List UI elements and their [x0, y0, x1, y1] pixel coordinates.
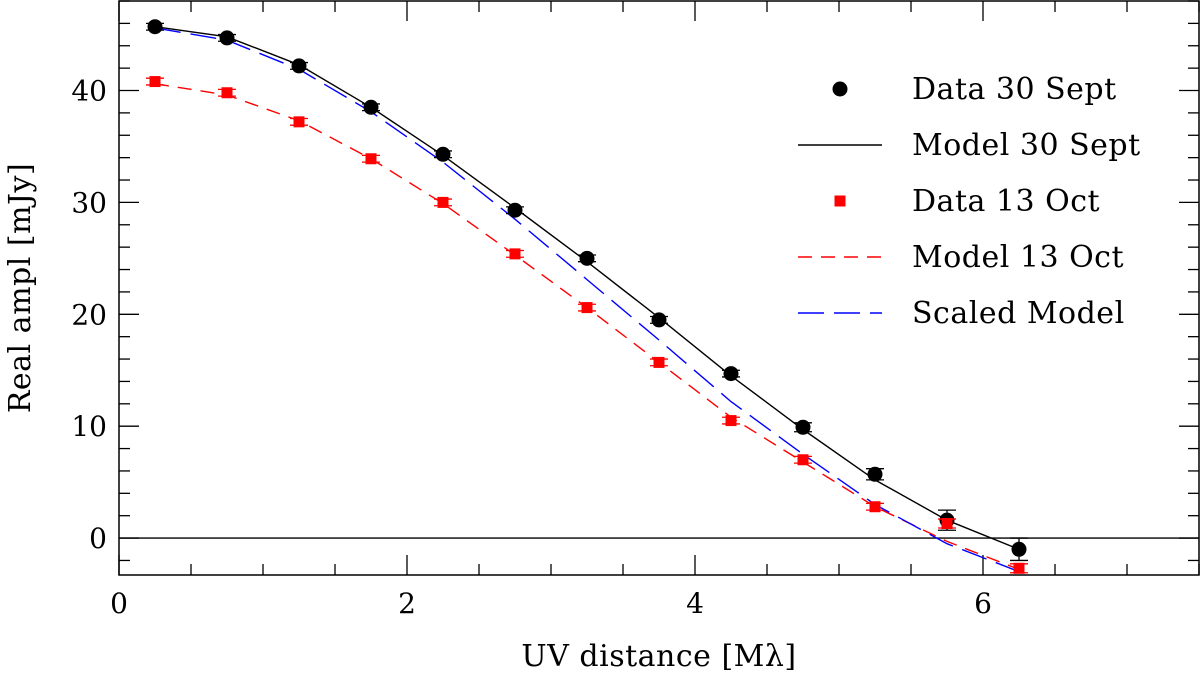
data-point-data-30-sept	[362, 99, 380, 115]
y-tick-label: 0	[89, 522, 107, 555]
y-tick-label: 30	[71, 186, 107, 219]
marker-circle	[435, 146, 451, 162]
data-point-data-13-oct	[506, 248, 524, 260]
data-point-data-30-sept	[434, 146, 452, 162]
data-points-layer	[146, 19, 1028, 574]
legend-label: Data 30 Sept	[912, 72, 1117, 107]
y-axis-label: Real ampl [mJy]	[3, 163, 38, 413]
y-tick-label: 20	[71, 298, 107, 331]
plot-frame	[118, 0, 1200, 576]
marker-square	[581, 302, 593, 314]
marker-square	[149, 76, 161, 88]
marker-circle	[219, 30, 235, 46]
marker-square	[797, 454, 809, 466]
data-point-data-30-sept	[506, 202, 524, 218]
legend-item-data-13-oct: Data 13 Oct	[834, 184, 1100, 219]
x-axis-label: UV distance [Mλ]	[521, 639, 796, 674]
marker-square	[941, 518, 953, 530]
legend-item-model-13-oct: Model 13 Oct	[798, 240, 1124, 275]
data-point-data-13-oct	[362, 153, 380, 165]
marker-square	[869, 501, 881, 513]
legend-label: Model 13 Oct	[912, 240, 1124, 275]
data-point-data-30-sept	[866, 466, 884, 482]
marker-circle	[1011, 541, 1027, 557]
data-point-data-30-sept	[722, 366, 740, 382]
x-tick-label: 4	[686, 587, 704, 620]
marker-square	[293, 116, 305, 128]
data-point-data-13-oct	[938, 518, 956, 530]
data-point-data-30-sept	[146, 19, 164, 35]
legend-label: Model 30 Sept	[912, 128, 1141, 163]
data-point-data-30-sept	[1010, 537, 1028, 562]
legend-item-model-30-sept: Model 30 Sept	[798, 128, 1141, 163]
marker-circle	[507, 202, 523, 218]
marker-square	[509, 248, 521, 260]
data-point-data-13-oct	[1010, 562, 1028, 574]
marker-circle	[795, 419, 811, 435]
marker-square	[725, 415, 737, 427]
data-point-data-30-sept	[290, 58, 308, 74]
marker-square	[221, 87, 233, 99]
data-point-data-13-oct	[722, 415, 740, 427]
legend-item-data-30-sept: Data 30 Sept	[832, 72, 1117, 107]
data-point-data-30-sept	[794, 419, 812, 435]
marker-square	[437, 196, 449, 208]
legend-item-scaled-model: Scaled Model	[798, 296, 1125, 331]
data-point-data-30-sept	[650, 312, 668, 328]
marker-circle	[579, 250, 595, 266]
marker-square	[653, 356, 665, 368]
marker-circle	[363, 99, 379, 115]
series-line-scaled-model	[154, 27, 1020, 573]
marker-square	[1013, 562, 1025, 574]
marker-square	[365, 153, 377, 165]
legend-marker	[832, 81, 848, 97]
legend: Data 30 Sept Model 30 Sept Data 13 Oct Mode…	[798, 72, 1141, 331]
y-tick-label: 40	[71, 75, 107, 108]
data-point-data-13-oct	[146, 76, 164, 88]
marker-circle	[291, 58, 307, 74]
data-point-data-13-oct	[866, 501, 884, 513]
data-point-data-13-oct	[218, 87, 236, 99]
data-point-data-13-oct	[290, 116, 308, 128]
legend-label: Data 13 Oct	[912, 184, 1100, 219]
data-point-data-13-oct	[650, 356, 668, 368]
marker-circle	[723, 366, 739, 382]
data-point-data-13-oct	[434, 196, 452, 208]
tick-labels-layer: 0 2 4 6 0 10 20 30 40	[71, 75, 992, 620]
legend-label: Scaled Model	[912, 296, 1125, 331]
y-tick-label: 10	[71, 410, 107, 443]
x-tick-label: 6	[974, 587, 992, 620]
data-point-data-13-oct	[578, 302, 596, 314]
data-point-data-30-sept	[218, 30, 236, 46]
x-tick-label: 0	[110, 587, 128, 620]
marker-circle	[147, 19, 163, 35]
data-point-data-13-oct	[794, 454, 812, 466]
series-lines-layer	[154, 26, 1020, 573]
series-line-model-30-sept	[154, 26, 1020, 550]
marker-circle	[867, 466, 883, 482]
series-line-model-13-oct	[154, 83, 1020, 571]
data-point-data-30-sept	[578, 250, 596, 266]
x-tick-label: 2	[398, 587, 416, 620]
legend-marker	[834, 195, 846, 207]
marker-circle	[651, 312, 667, 328]
